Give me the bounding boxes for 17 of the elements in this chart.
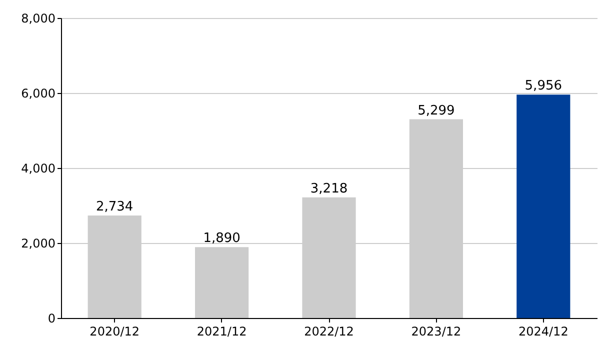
bar [195, 247, 249, 318]
y-tick-label: 8,000 [21, 12, 56, 26]
y-tick-label: 0 [48, 312, 56, 326]
x-tick-label: 2022/12 [304, 324, 354, 338]
data-label: 2,734 [96, 199, 134, 214]
data-label: 5,299 [418, 103, 455, 118]
y-tick-label: 2,000 [21, 236, 56, 250]
x-tick-label: 2023/12 [411, 324, 462, 338]
x-tick-label: 2024/12 [518, 324, 568, 338]
bar [516, 94, 570, 318]
y-tick-label: 6,000 [21, 86, 56, 100]
x-tick-label: 2021/12 [196, 324, 247, 338]
x-tick-label: 2020/12 [90, 324, 140, 338]
data-label: 5,956 [524, 78, 562, 94]
data-label: 1,890 [203, 231, 240, 246]
y-tick-label: 4,000 [21, 162, 56, 176]
data-label: 3,218 [310, 181, 348, 196]
